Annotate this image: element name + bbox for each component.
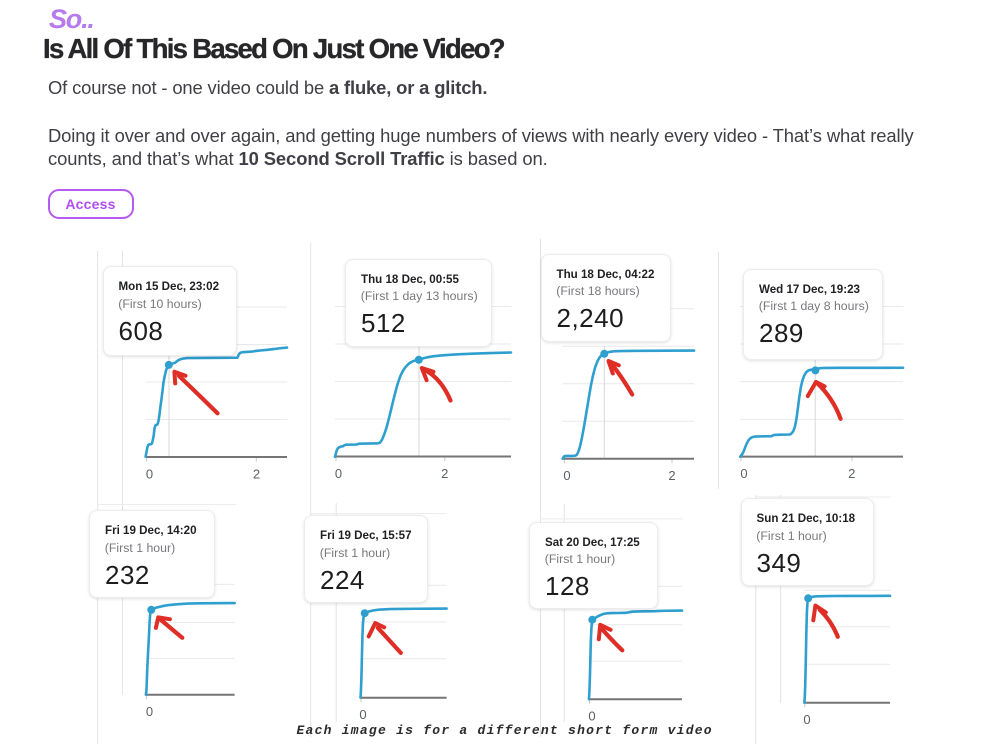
svg-text:0: 0: [146, 467, 153, 482]
svg-text:0: 0: [359, 707, 366, 722]
svg-text:0: 0: [740, 466, 747, 481]
svg-text:0: 0: [803, 712, 810, 727]
svg-text:2: 2: [441, 466, 448, 481]
svg-text:0: 0: [146, 704, 153, 719]
svg-text:0: 0: [563, 468, 570, 483]
svg-text:0: 0: [588, 709, 595, 724]
svg-text:0: 0: [335, 466, 342, 481]
svg-text:2: 2: [668, 468, 675, 483]
svg-text:2: 2: [848, 466, 855, 481]
svg-text:2: 2: [253, 467, 260, 482]
